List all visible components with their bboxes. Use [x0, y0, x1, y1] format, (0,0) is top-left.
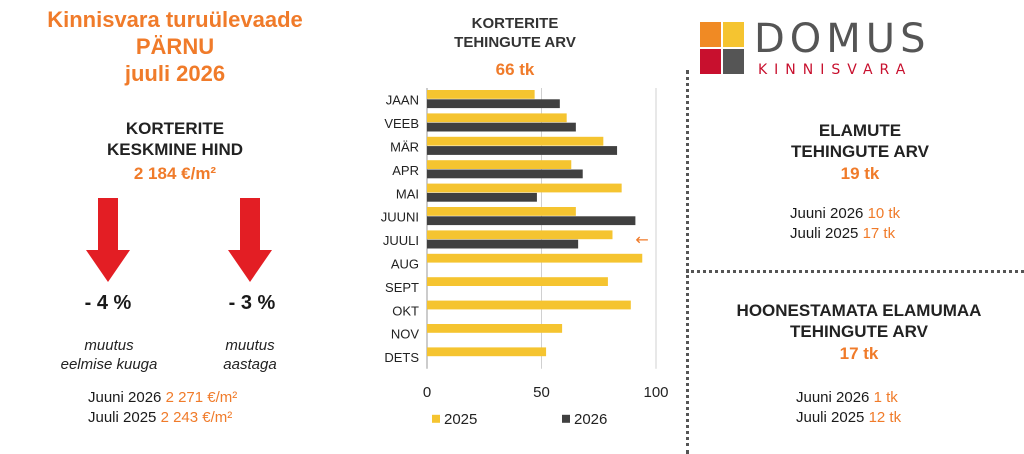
compare-june-row: Juuni 2026 2 271 €/m² — [88, 388, 237, 407]
bar-2025 — [427, 113, 567, 123]
land-title-line1: HOONESTAMATA ELAMUMAA — [736, 301, 982, 320]
category-label: VEEB — [384, 116, 419, 131]
change-month-label: muutus eelmise kuuga — [34, 336, 184, 374]
land-july-label: Juuli 2025 — [796, 409, 865, 426]
logo-subtitle: KINNISVARA — [758, 62, 913, 78]
down-arrow-icon — [228, 198, 272, 282]
domus-logo: DOMUS KINNISVARA — [700, 16, 990, 78]
change-month-value: - 4 % — [84, 292, 132, 314]
report-title-line1: Kinnisvara turuülevaade — [47, 7, 303, 32]
houses-july-row: Juuli 2025 17 tk — [790, 224, 895, 243]
apartment-transactions-chart: JAAN VEEB MÄR APR MAI JUUNI JUULI AUG SEPT OKT NOV… — [381, 88, 669, 428]
logo-square-yellow — [723, 22, 744, 47]
bar-2026 — [427, 216, 636, 226]
bar-2025 — [427, 347, 547, 357]
chart-title: KORTERITE TEHINGUTE ARV — [420, 14, 610, 52]
houses-title: ELAMUTE TEHINGUTE ARV — [720, 120, 1000, 162]
avg-price-label-line1: KORTERITE — [125, 119, 225, 138]
category-label: NOV — [391, 327, 420, 342]
change-year-label: muutus aastaga — [190, 336, 310, 374]
category-label: JUULI — [383, 233, 419, 248]
chart-total: 66 tk — [495, 60, 535, 79]
houses-total: 19 tk — [840, 164, 880, 183]
bar-2025 — [427, 90, 535, 99]
bar-2025 — [427, 230, 613, 240]
x-tick-label: 100 — [643, 384, 668, 401]
category-label: JAAN — [386, 93, 419, 108]
logo-square-orange — [700, 22, 721, 47]
bar-2026 — [427, 192, 537, 202]
compare-july-row: Juuli 2025 2 243 €/m² — [88, 408, 232, 427]
avg-price-label-line2: KESKMINE HIND — [106, 140, 243, 159]
bar-2025 — [427, 300, 631, 310]
category-label: MÄR — [390, 140, 419, 155]
houses-july-value: 17 tk — [862, 225, 896, 242]
houses-title-line2: TEHINGUTE ARV — [791, 142, 929, 161]
land-june-label: Juuni 2026 — [796, 389, 870, 406]
legend-label-2026: 2026 — [574, 411, 607, 428]
bar-2025 — [427, 183, 622, 193]
bar-2026 — [427, 146, 618, 155]
bar-2025 — [427, 207, 576, 216]
bar-2025 — [427, 277, 608, 286]
change-year-label-line1: muutus — [225, 337, 275, 354]
legend-swatch-2025 — [432, 414, 440, 423]
change-month-label-line1: muutus — [84, 337, 134, 354]
compare-july-value: 2 243 €/m² — [160, 409, 233, 426]
land-june-row: Juuni 2026 1 tk — [796, 388, 898, 407]
avg-price-label: KORTERITE KESKMINE HIND — [70, 118, 280, 160]
change-year-value: - 3 % — [228, 292, 276, 314]
category-label: MAI — [396, 186, 419, 201]
bar-2025 — [427, 160, 572, 169]
compare-june-label: Juuni 2026 — [88, 389, 162, 406]
land-title-line2: TEHINGUTE ARV — [790, 322, 928, 341]
houses-july-label: Juuli 2025 — [790, 225, 859, 242]
bar-2026 — [427, 239, 579, 249]
houses-june-label: Juuni 2026 — [790, 205, 864, 222]
down-arrow-icon — [86, 198, 130, 282]
current-month-arrow-icon: ← — [635, 230, 648, 249]
logo-square-red — [700, 49, 721, 74]
houses-title-line1: ELAMUTE — [818, 121, 902, 140]
category-label: AUG — [391, 257, 419, 272]
category-label: JUUNI — [381, 210, 419, 225]
bar-2025 — [427, 324, 563, 333]
change-month-label-line2: eelmise kuuga — [60, 356, 158, 373]
category-label: DETS — [384, 350, 419, 365]
logo-mark-icon — [700, 22, 744, 74]
logo-square-gray — [723, 49, 744, 74]
logo-name: DOMUS — [754, 16, 931, 62]
legend-swatch-2026 — [562, 414, 570, 423]
vertical-divider — [686, 70, 689, 454]
land-title: HOONESTAMATA ELAMUMAA TEHINGUTE ARV — [696, 300, 1022, 342]
houses-june-row: Juuni 2026 10 tk — [790, 204, 900, 223]
chart-title-line1: KORTERITE — [471, 15, 559, 32]
land-july-value: 12 tk — [868, 409, 902, 426]
report-title-line2: PÄRNU — [135, 34, 215, 59]
bar-2026 — [427, 169, 583, 179]
report-title: Kinnisvara turuülevaade PÄRNU juuli 2026 — [10, 6, 340, 87]
category-label: APR — [392, 163, 419, 178]
x-tick-label: 50 — [533, 384, 550, 401]
chart-title-line2: TEHINGUTE ARV — [454, 34, 576, 51]
category-label: OKT — [392, 303, 419, 318]
land-july-row: Juuli 2025 12 tk — [796, 408, 901, 427]
legend-label-2025: 2025 — [444, 411, 477, 428]
x-tick-label: 0 — [423, 384, 431, 401]
compare-june-value: 2 271 €/m² — [165, 389, 238, 406]
land-total: 17 tk — [839, 344, 879, 363]
bar-2026 — [427, 99, 560, 109]
horizontal-divider — [686, 270, 1024, 273]
bar-2025 — [427, 253, 643, 263]
change-year-label-line2: aastaga — [223, 356, 277, 373]
category-label: SEPT — [385, 280, 419, 295]
houses-june-value: 10 tk — [867, 205, 901, 222]
compare-july-label: Juuli 2025 — [88, 409, 157, 426]
bar-2026 — [427, 122, 576, 132]
land-june-value: 1 tk — [873, 389, 898, 406]
report-title-line3: juuli 2026 — [124, 61, 226, 86]
avg-price-value: 2 184 €/m² — [133, 164, 217, 183]
bar-2025 — [427, 136, 604, 146]
